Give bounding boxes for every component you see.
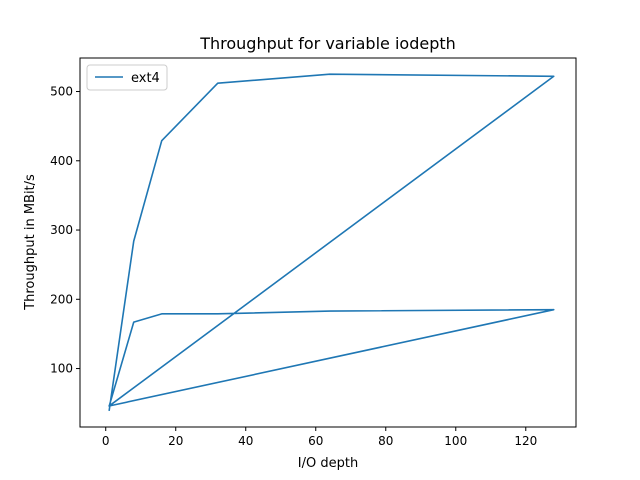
x-axis-ticks: 0 20 40 60 80 100 120: [102, 427, 537, 448]
y-tick-label: 300: [50, 223, 73, 237]
plot-area: [79, 57, 577, 428]
y-axis-ticks: 100 200 300 400 500: [50, 85, 80, 376]
series-line-ext4: [108, 73, 555, 412]
y-tick-label: 500: [50, 85, 73, 99]
y-tick-label: 400: [50, 154, 73, 168]
x-tick-label: 40: [238, 434, 253, 448]
legend: ext4: [86, 64, 168, 91]
y-tick-label: 100: [50, 362, 73, 376]
x-tick-label: 60: [308, 434, 323, 448]
x-tick-label: 100: [444, 434, 467, 448]
legend-label-ext4: ext4: [131, 71, 160, 86]
chart-title: Throughput for variable iodepth: [199, 34, 456, 53]
x-tick-label: 20: [168, 434, 183, 448]
x-tick-label: 120: [514, 434, 537, 448]
x-axis-label: I/O depth: [298, 456, 358, 471]
x-tick-label: 80: [378, 434, 393, 448]
legend-box: [86, 64, 168, 91]
series-layer: [108, 73, 555, 412]
y-tick-label: 200: [50, 292, 73, 306]
x-tick-label: 0: [102, 434, 110, 448]
y-axis-label: Throughput in MBit/s: [23, 174, 38, 311]
axes-frame: [79, 57, 577, 428]
